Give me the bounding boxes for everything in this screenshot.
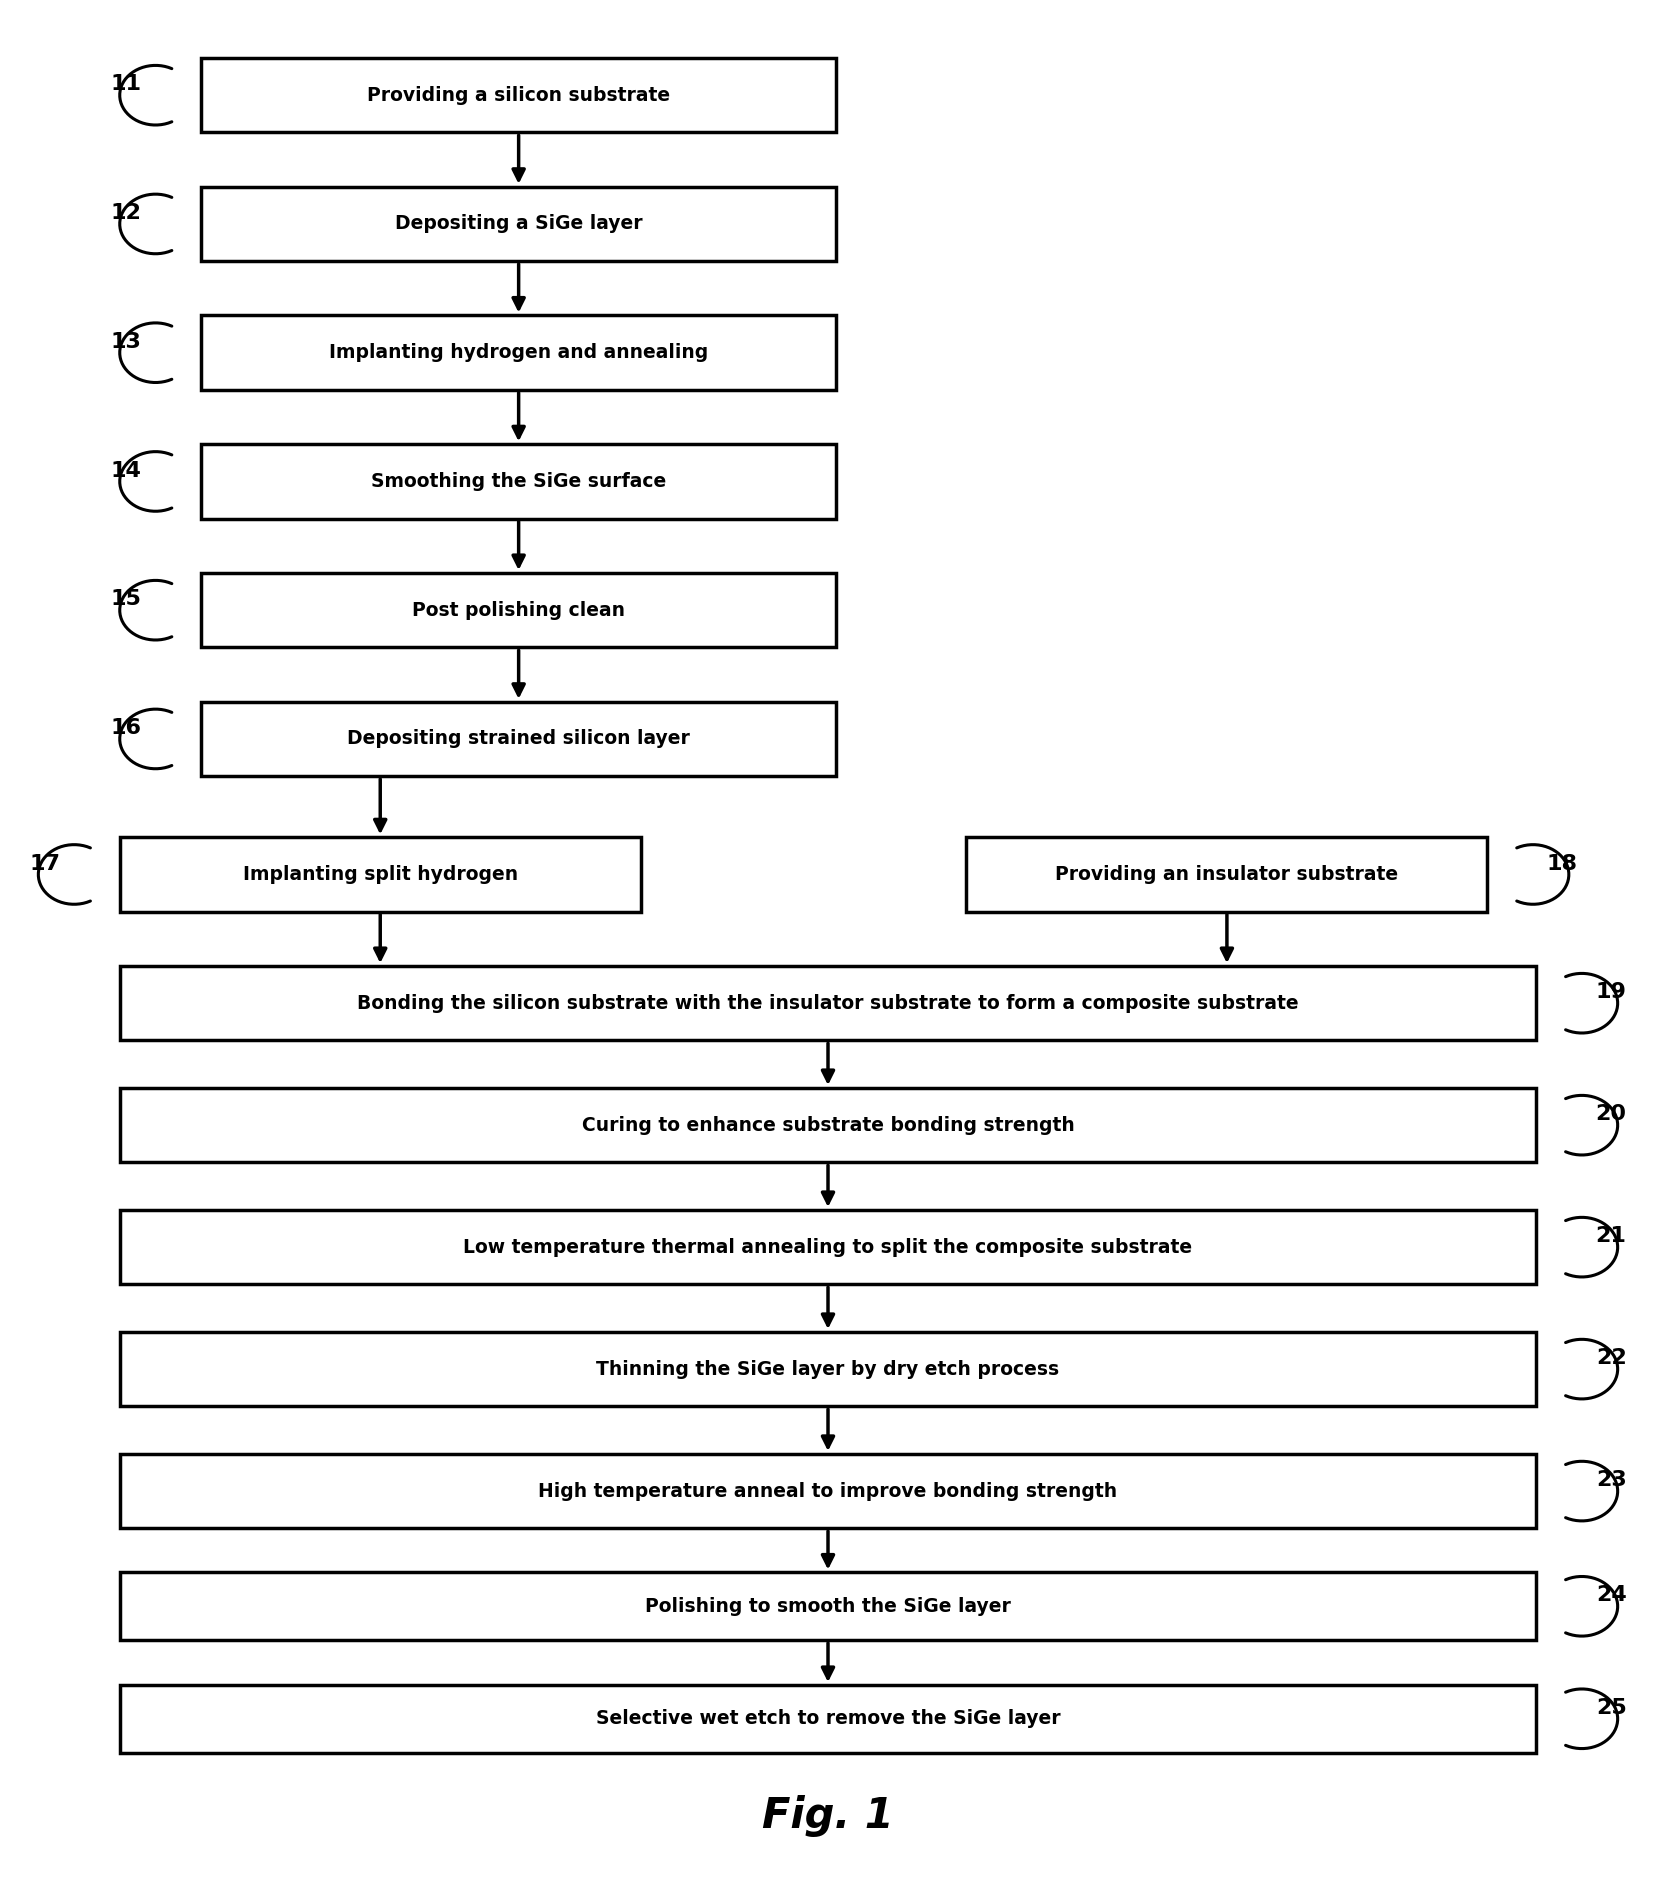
Text: 18: 18 (1546, 854, 1577, 873)
Text: Depositing strained silicon layer: Depositing strained silicon layer (348, 729, 690, 748)
Bar (200, 444, 836, 518)
Text: Smoothing the SiGe surface: Smoothing the SiGe surface (371, 473, 665, 492)
Text: Polishing to smooth the SiGe layer: Polishing to smooth the SiGe layer (645, 1596, 1010, 1615)
Text: 15: 15 (111, 590, 142, 609)
Text: 23: 23 (1595, 1471, 1625, 1490)
Text: 19: 19 (1595, 983, 1625, 1002)
Bar (119, 1572, 1536, 1640)
Text: Selective wet etch to remove the SiGe layer: Selective wet etch to remove the SiGe la… (596, 1710, 1059, 1729)
Text: 13: 13 (111, 332, 142, 351)
Text: 12: 12 (111, 203, 142, 224)
Text: Fig. 1: Fig. 1 (761, 1796, 894, 1837)
Bar (200, 573, 836, 647)
Bar (119, 1454, 1536, 1528)
Text: 16: 16 (111, 717, 142, 738)
Text: 17: 17 (30, 854, 60, 873)
Text: Depositing a SiGe layer: Depositing a SiGe layer (394, 214, 642, 233)
Text: Low temperature thermal annealing to split the composite substrate: Low temperature thermal annealing to spl… (463, 1237, 1192, 1256)
Bar (119, 837, 640, 911)
Text: 11: 11 (111, 74, 142, 95)
Bar (200, 315, 836, 389)
Text: Curing to enhance substrate bonding strength: Curing to enhance substrate bonding stre… (581, 1116, 1074, 1135)
Bar (200, 186, 836, 262)
Text: Implanting split hydrogen: Implanting split hydrogen (243, 865, 518, 884)
Bar (119, 966, 1536, 1040)
Bar (119, 1685, 1536, 1752)
Text: 22: 22 (1595, 1348, 1625, 1368)
Text: Thinning the SiGe layer by dry etch process: Thinning the SiGe layer by dry etch proc… (596, 1359, 1059, 1378)
Bar (119, 1332, 1536, 1406)
Bar (200, 59, 836, 133)
Text: 20: 20 (1595, 1105, 1625, 1124)
Bar (119, 1209, 1536, 1285)
Bar (200, 702, 836, 776)
Text: Providing a silicon substrate: Providing a silicon substrate (367, 85, 670, 104)
Text: Bonding the silicon substrate with the insulator substrate to form a composite s: Bonding the silicon substrate with the i… (357, 995, 1298, 1014)
Bar (967, 837, 1486, 911)
Text: High temperature anneal to improve bonding strength: High temperature anneal to improve bondi… (538, 1482, 1117, 1501)
Bar (119, 1088, 1536, 1162)
Text: 14: 14 (111, 461, 142, 480)
Text: Post polishing clean: Post polishing clean (412, 600, 624, 619)
Text: 24: 24 (1595, 1585, 1625, 1606)
Text: Providing an insulator substrate: Providing an insulator substrate (1054, 865, 1397, 884)
Text: 25: 25 (1595, 1699, 1625, 1718)
Text: 21: 21 (1595, 1226, 1625, 1247)
Text: Implanting hydrogen and annealing: Implanting hydrogen and annealing (329, 344, 708, 363)
